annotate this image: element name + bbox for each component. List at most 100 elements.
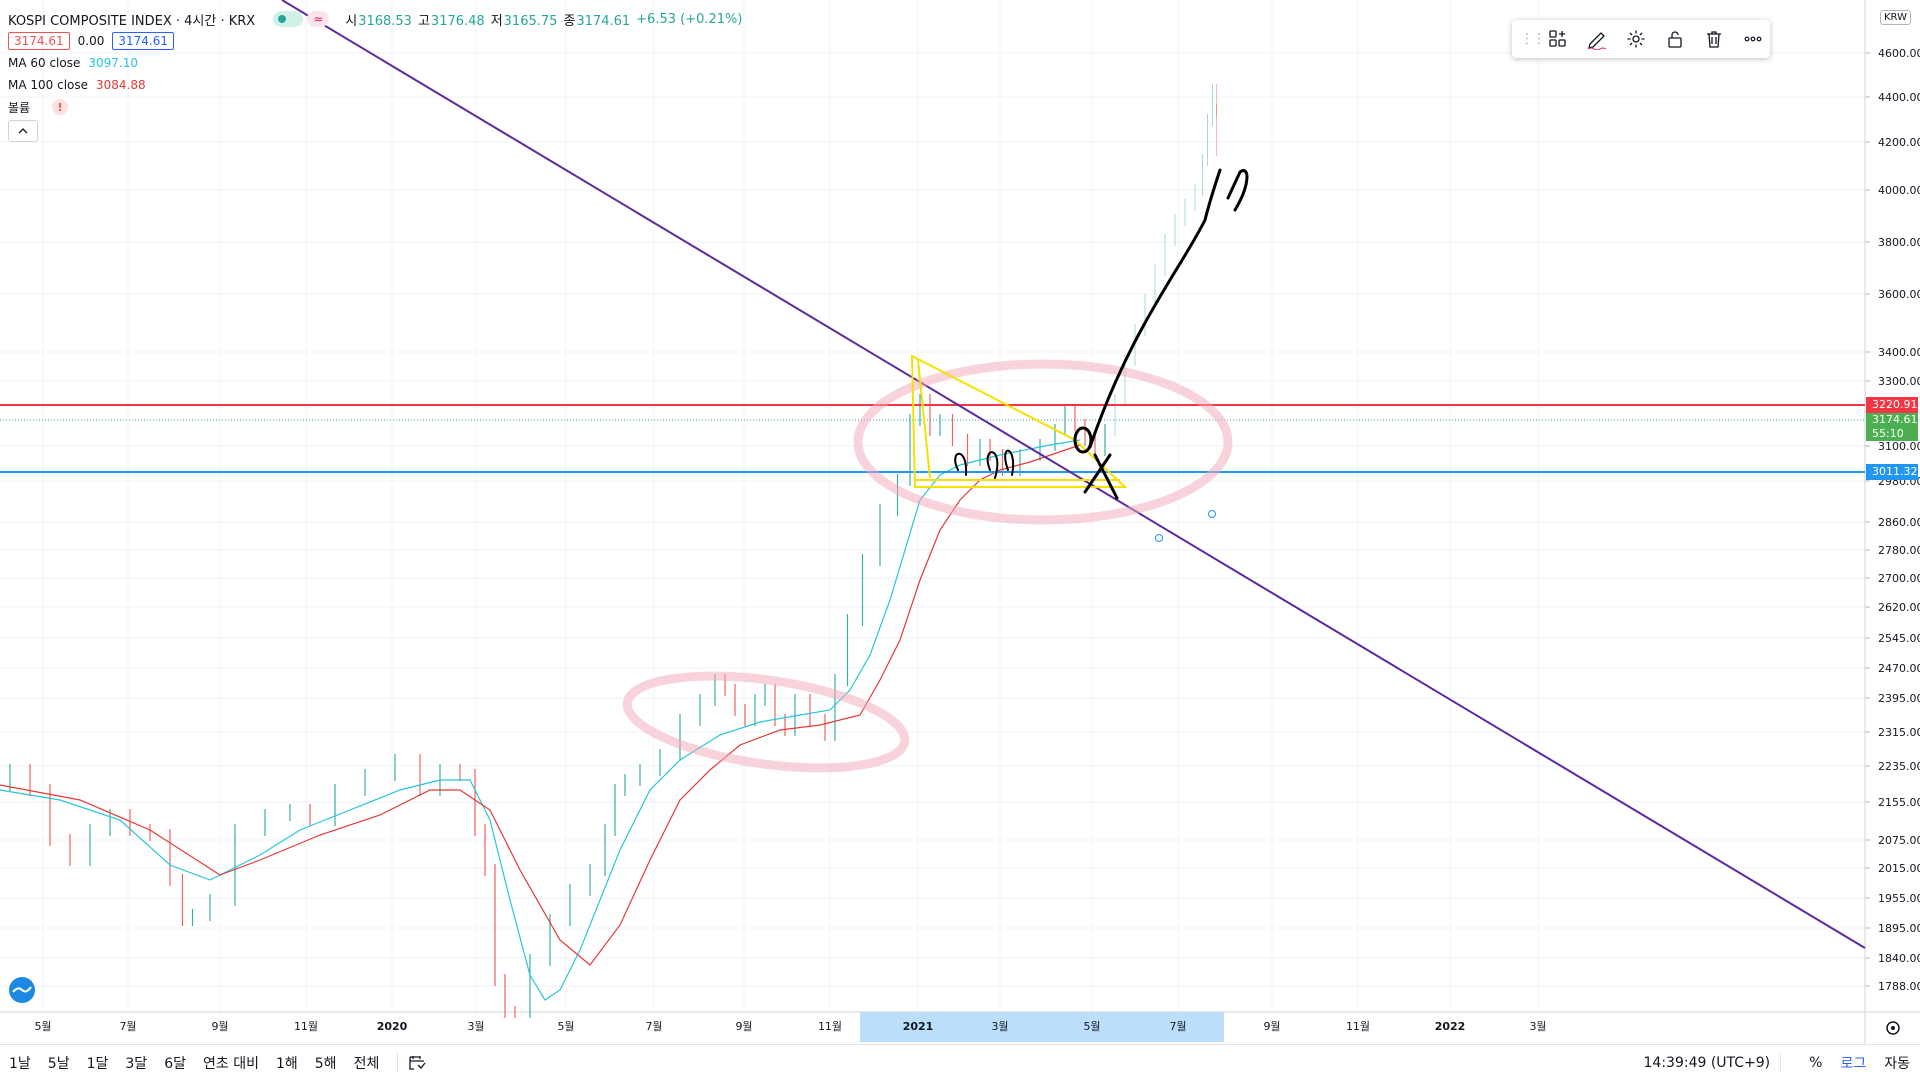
time-tick-label: 3월 — [1529, 1020, 1546, 1033]
ohlc-values: 시3168.53 고3176.48 저3165.75 종3174.61 — [345, 10, 636, 29]
time-range-highlight — [860, 1012, 1224, 1042]
last-price-tag: 3174.61 55:10 — [1866, 413, 1918, 441]
price-tick-label: 4000.00 — [1878, 184, 1920, 197]
price-tick-label: 3600.00 — [1878, 288, 1920, 301]
highlight-ellipse — [853, 359, 1233, 525]
ohlc-key: 시 — [345, 13, 358, 29]
lock-button[interactable] — [1660, 24, 1690, 54]
time-tick-label: 7월 — [119, 1020, 136, 1033]
price-tick-label: 4600.00 — [1878, 47, 1920, 60]
drag-handle-icon[interactable]: ⋮⋮ — [1520, 31, 1546, 47]
time-tick-label: 5월 — [34, 1020, 51, 1033]
chart-legend: KOSPI COMPOSITE INDEX · 4시간 · KRX ≈ 시316… — [8, 8, 748, 142]
period-button[interactable]: 1달 — [86, 1056, 109, 1072]
bottom-toolbar: 1날 5날 1달 3달 6달 연초 대비 1해 5해 전체 14:39:49 (UTC+9) %… — [0, 1044, 1920, 1081]
time-tick-label: 7월 — [645, 1020, 662, 1033]
log-toggle[interactable]: 로그 — [1840, 1056, 1867, 1072]
price-tick-label: 2620.00 — [1878, 601, 1920, 614]
change-value: +6.53 (+0.21%) — [636, 11, 743, 27]
price-tick-label: 2395.00 — [1878, 692, 1920, 705]
ohlc-key: 종 — [563, 13, 576, 29]
period-button[interactable]: 6달 — [164, 1056, 186, 1072]
currency-badge[interactable]: KRW — [1880, 10, 1911, 25]
price-tick-label: 1955.00 — [1878, 892, 1920, 905]
trend-handle — [1155, 534, 1163, 542]
indicator-name: 볼륨 — [8, 100, 31, 115]
chart-canvas[interactable]: 4600.00 4400.00 4200.00 4000.00 3800.00 3600.… — [0, 0, 1920, 1044]
price-tick-label: 2860.00 — [1878, 516, 1920, 529]
ask-price[interactable]: 3174.61 — [112, 32, 174, 50]
price-tick-label: 2780.00 — [1878, 544, 1920, 557]
period-button[interactable]: 5해 — [314, 1056, 337, 1072]
template-icon — [1549, 30, 1566, 47]
collapse-legend-button[interactable] — [8, 120, 38, 142]
period-button[interactable]: 3달 — [125, 1056, 148, 1072]
price-tick-label: 3100.00 — [1878, 440, 1920, 453]
time-tick-label: 9월 — [1263, 1020, 1280, 1033]
pencil-icon — [1587, 32, 1607, 50]
price-tag-red-line: 3220.91 — [1866, 397, 1918, 413]
ohlc-key: 고 — [417, 13, 430, 29]
ohlc-key: 저 — [490, 13, 503, 29]
arrow-head — [1226, 169, 1249, 212]
price-tick-label: 2235.00 — [1878, 760, 1920, 773]
bottom-right-controls: 14:39:49 (UTC+9) % 로그 자동 — [1626, 1045, 1910, 1081]
indicator-ma100[interactable]: MA 100 close 3084.88 — [8, 74, 748, 96]
price-tick-label: 4200.00 — [1878, 136, 1920, 149]
price-tick-label: 2015.00 — [1878, 862, 1920, 875]
time-tick-label: 3월 — [991, 1020, 1008, 1033]
percent-toggle[interactable]: % — [1809, 1055, 1823, 1071]
ohlc-value: 3174.61 — [576, 13, 631, 29]
ma100-line — [0, 444, 1081, 966]
price-row: 3174.61 0.00 3174.61 — [8, 30, 748, 52]
price-tick-label: 1788.00 — [1878, 980, 1920, 993]
divider — [397, 1053, 399, 1073]
wave-icon[interactable]: ≈ — [307, 11, 330, 27]
triangle-pattern — [910, 354, 1128, 488]
more-button[interactable] — [1738, 24, 1768, 54]
logo-wave — [12, 986, 32, 993]
period-button[interactable]: 1해 — [275, 1056, 298, 1072]
time-tick-label: 2020 — [377, 1020, 408, 1033]
last-price-value: 3174.61 — [1872, 413, 1918, 426]
time-tick-label: 11월 — [818, 1020, 842, 1033]
price-tick-label: 2470.00 — [1878, 662, 1920, 675]
circle-mark — [1073, 426, 1093, 454]
period-button[interactable]: 연초 대비 — [202, 1056, 259, 1072]
indicator-ma60[interactable]: MA 60 close 3097.10 — [8, 52, 748, 74]
period-button[interactable]: 1날 — [9, 1056, 31, 1072]
ohlc-value: 3168.53 — [358, 13, 412, 29]
eye-icon[interactable] — [273, 11, 304, 27]
time-tick-label: 2022 — [1435, 1020, 1466, 1033]
price-tick-label: 3800.00 — [1878, 236, 1920, 249]
line-tool-button[interactable] — [1582, 24, 1612, 54]
drawing-toolbar: ⋮⋮ — [1512, 20, 1770, 58]
template-button[interactable] — [1543, 24, 1573, 54]
bid-price[interactable]: 3174.61 — [8, 32, 70, 50]
chevron-up-icon — [18, 128, 28, 134]
settings-icon — [1886, 1021, 1900, 1035]
date-range-icon[interactable] — [408, 1054, 426, 1072]
period-button[interactable]: 전체 — [353, 1056, 380, 1072]
period-button[interactable]: 5날 — [47, 1056, 70, 1072]
warning-icon[interactable]: ! — [52, 99, 69, 115]
settings-button[interactable] — [1621, 24, 1651, 54]
indicator-value: 3084.88 — [96, 78, 146, 92]
ma60-line — [0, 439, 1081, 1001]
auto-toggle[interactable]: 자동 — [1884, 1056, 1910, 1072]
delete-button[interactable] — [1699, 24, 1729, 54]
indicator-name: MA 100 close — [8, 78, 89, 92]
clock-time[interactable]: 14:39:49 (UTC+9) — [1643, 1055, 1771, 1071]
price-tick-label: 1840.00 — [1878, 952, 1920, 965]
period-selector: 1날 5날 1달 3달 6달 연초 대비 1해 5해 전체 — [0, 1053, 387, 1073]
price-tick-label: 2700.00 — [1878, 572, 1920, 585]
price-tick-label: 2315.00 — [1878, 726, 1920, 739]
indicator-volume[interactable]: 볼륨 ! — [8, 96, 748, 118]
time-tick-label: 5월 — [1083, 1020, 1100, 1033]
time-tick-label: 7월 — [1169, 1020, 1186, 1033]
legend-title-row: KOSPI COMPOSITE INDEX · 4시간 · KRX ≈ 시316… — [8, 8, 748, 30]
loop-marks — [954, 449, 1015, 479]
symbol-title[interactable]: KOSPI COMPOSITE INDEX · 4시간 · KRX — [8, 13, 256, 29]
price-tick-label: 2155.00 — [1878, 796, 1920, 809]
time-tick-label: 9월 — [211, 1020, 228, 1033]
